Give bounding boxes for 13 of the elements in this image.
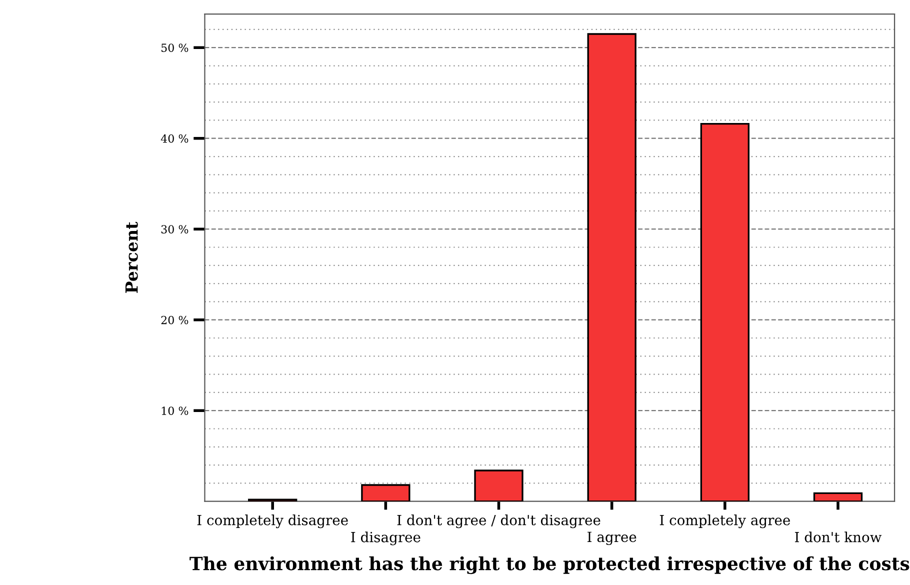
y-axis-title: Percent bbox=[125, 222, 138, 293]
y-tick-label: 30 % bbox=[161, 225, 188, 234]
x-tick-label: I don't agree / don't disagree bbox=[397, 514, 600, 528]
x-tick-label: I don't know bbox=[794, 532, 882, 542]
x-tick-label: I completely agree bbox=[660, 514, 790, 528]
x-tick-label: I agree bbox=[588, 532, 636, 546]
x-tick-label: I disagree bbox=[351, 532, 420, 546]
y-tick-label: 40 % bbox=[160, 134, 188, 143]
x-tick-label: I completely disagree bbox=[197, 514, 348, 528]
x-axis-title: The environment has the right to be protected irrespective of the costs bbox=[190, 556, 910, 574]
y-tick-label: 20 % bbox=[161, 316, 188, 324]
y-tick-label: 50 % bbox=[161, 44, 188, 52]
y-tick-label: 10 % bbox=[162, 406, 188, 415]
